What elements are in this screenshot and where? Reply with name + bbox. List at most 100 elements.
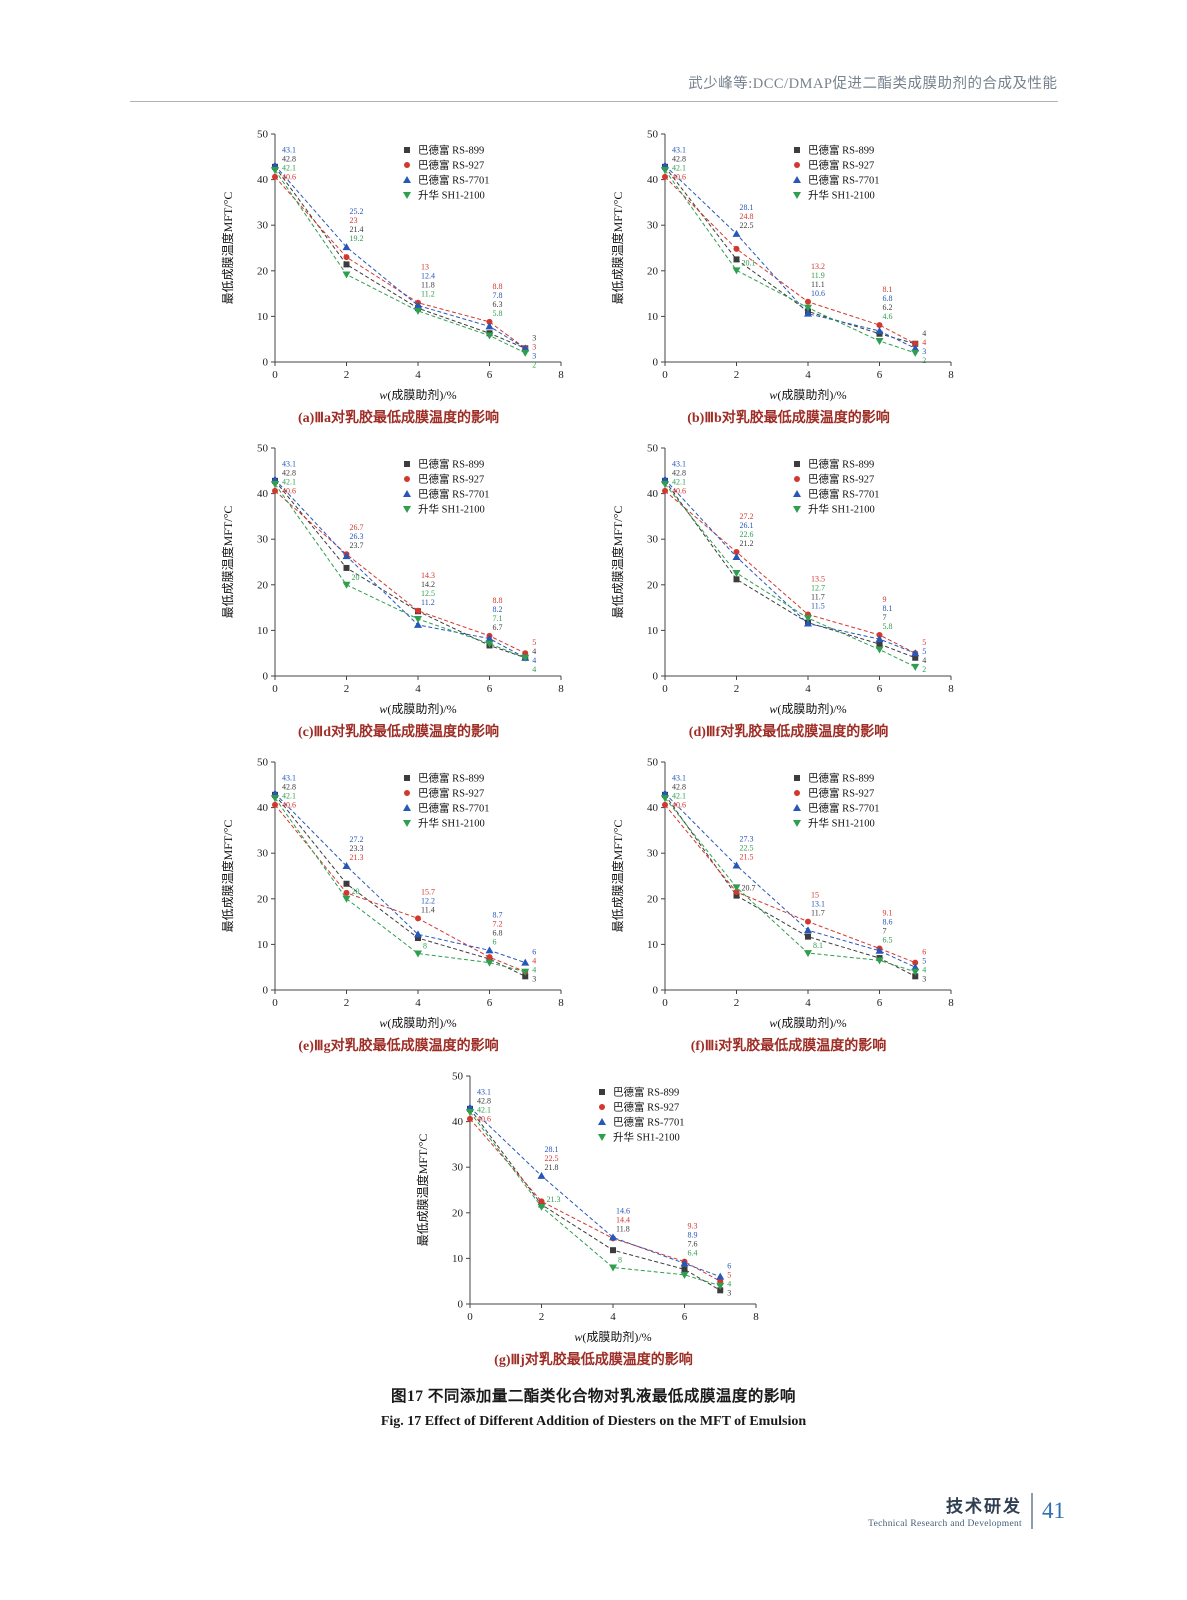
series-line [274,483,525,659]
point-label: 40.6 [282,486,296,495]
point-label: 7 [882,927,886,936]
point-label: 22.5 [739,221,753,230]
point-label: 2 [922,665,926,674]
chart-c: 0 10 20 30 40 50 0 2 4 6 8 最低成膜温度MFT/°C w(成膜助剂)/% 43.… [219,436,579,742]
svg-text:0: 0 [272,997,278,1009]
legend-entry: 升华 SH1-2100 [808,817,875,830]
chart-canvas-c: 0 10 20 30 40 50 0 2 4 6 8 最低成膜温度MFT/°C w(成膜助剂)/% 43.… [219,436,579,724]
point-label: 3 [532,342,536,351]
legend-entry: 巴德富 RS-899 [418,772,484,785]
point-label: 14.2 [421,580,435,589]
x-axis-label: w(成膜助剂)/% [379,387,456,402]
legend-entry: 升华 SH1-2100 [613,1131,680,1144]
chart-d: 0 10 20 30 40 50 0 2 4 6 8 最低成膜温度MFT/°C w(成膜助剂)/% 43.… [609,436,969,742]
point-label: 42.1 [672,163,686,172]
chart-canvas-a: 0 10 20 30 40 50 0 2 4 6 8 最低成膜温度MFT/°C w(成膜助剂)/% 43.… [219,122,579,410]
point-label: 4 [532,957,536,966]
point-label: 8.1 [882,285,892,294]
point-label: 6.2 [882,303,892,312]
chart-canvas-e: 0 10 20 30 40 50 0 2 4 6 8 最低成膜温度MFT/°C w(成膜助剂)/% 43.… [219,750,579,1038]
point-label: 42.1 [672,477,686,486]
point-label: 26.7 [349,523,363,532]
point-label: 42.8 [672,782,686,791]
point-label: 24.8 [739,212,753,221]
x-axis-label: w(成膜助剂)/% [574,1329,651,1344]
svg-text:4: 4 [805,369,811,381]
point-label: 6 [492,937,496,946]
point-label: 22.5 [739,844,753,853]
svg-text:0: 0 [262,357,268,369]
chart-canvas-d: 0 10 20 30 40 50 0 2 4 6 8 最低成膜温度MFT/°C w(成膜助剂)/% 43.… [609,436,969,724]
point-label: 4 [532,966,536,975]
series-line [274,165,526,349]
series-line [274,480,525,659]
svg-text:2: 2 [733,369,739,381]
point-label: 28.1 [544,1145,558,1154]
svg-text:50: 50 [257,443,269,455]
point-label: 43.1 [282,773,296,782]
point-label: 23.3 [349,844,363,853]
legend-entry: 升华 SH1-2100 [808,503,875,516]
svg-text:2: 2 [343,369,349,381]
series-line [274,793,525,964]
svg-text:6: 6 [876,683,882,695]
x-axis-label: w(成膜助剂)/% [769,701,846,716]
x-axis-label: w(成膜助剂)/% [379,1015,456,1030]
point-label: 11.9 [811,271,825,280]
svg-text:8: 8 [948,369,954,381]
point-label: 5 [532,638,536,647]
series-line [274,794,525,977]
point-label: 3 [922,347,926,356]
point-label: 6.3 [492,300,502,309]
point-label: 42.8 [282,154,296,163]
point-label: 7.6 [687,1240,697,1249]
point-label: 27.2 [349,835,363,844]
svg-text:10: 10 [452,1253,464,1265]
svg-text:2: 2 [343,683,349,695]
svg-text:0: 0 [662,369,668,381]
legend-entry: 巴德富 RS-927 [418,159,484,172]
point-label: 8.1 [813,941,823,950]
svg-text:4: 4 [415,997,421,1009]
series-line [664,479,915,654]
svg-text:40: 40 [452,1116,464,1128]
point-label: 4 [532,665,536,674]
point-label: 11.2 [421,598,435,607]
series-line [274,490,525,654]
svg-text:6: 6 [876,997,882,1009]
point-label: 3 [532,333,536,342]
svg-text:2: 2 [538,1311,544,1323]
svg-text:8: 8 [558,369,564,381]
legend-entry: 巴德富 RS-899 [613,1086,679,1099]
page-number: 41 [1042,1497,1065,1523]
svg-text:40: 40 [257,802,269,814]
chart-caption-e: (e)Ⅲg对乳胶最低成膜温度的影响 [298,1039,499,1054]
svg-text:20: 20 [647,579,659,591]
svg-text:6: 6 [486,369,492,381]
running-head: 武少峰等:DCC/DMAP促进二酯类成膜助剂的合成及性能 [688,76,1058,92]
point-label: 21.4 [349,225,363,234]
point-label: 8.9 [687,1231,697,1240]
point-label: 6.7 [492,623,502,632]
svg-text:30: 30 [647,848,659,860]
point-label: 4 [922,656,926,665]
point-label: 42.1 [282,163,296,172]
series-line [664,166,915,345]
point-label: 43.1 [672,145,686,154]
svg-text:0: 0 [272,683,278,695]
point-label: 8.8 [492,596,502,605]
point-label: 21.2 [739,539,753,548]
point-label: 7.2 [492,919,502,928]
y-axis-label: 最低成膜温度MFT/°C [220,506,235,619]
point-label: 2 [532,360,536,369]
chart-caption-b: (b)Ⅲb对乳胶最低成膜温度的影响 [687,411,890,426]
point-label: 7.1 [492,614,502,623]
svg-text:0: 0 [262,671,268,683]
point-label: 8.6 [882,918,892,927]
point-label: 13.5 [811,574,825,583]
svg-text:0: 0 [272,369,278,381]
svg-text:2: 2 [733,683,739,695]
point-label: 12.2 [421,896,435,905]
point-label: 25.2 [349,207,363,216]
chart-svg: 0 10 20 30 40 50 0 2 4 6 8 最低成膜温度MFT/°C w(成膜助剂)/% 43.… [610,757,954,1031]
